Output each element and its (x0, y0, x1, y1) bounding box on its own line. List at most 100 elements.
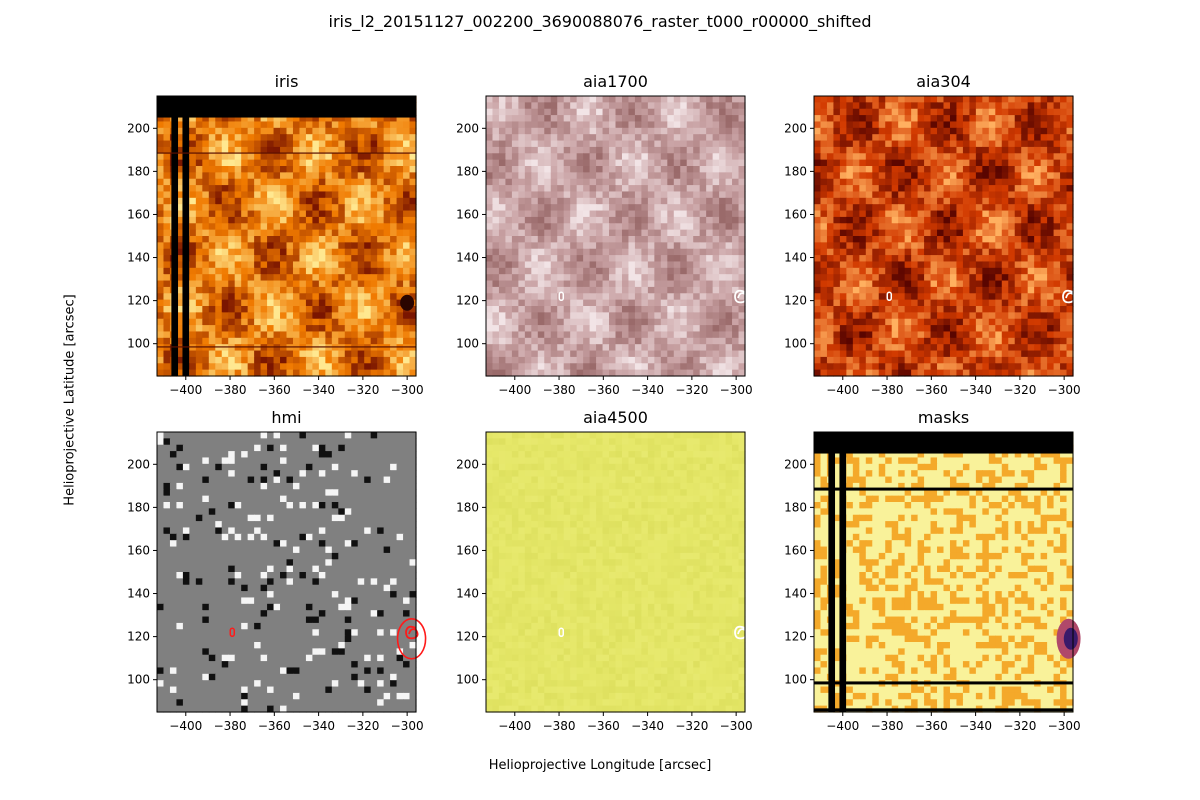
masked-row (157, 346, 416, 348)
x-tick-label: −400 (169, 719, 202, 733)
y-tick-label: 140 (456, 587, 479, 601)
y-tick-label: 140 (127, 251, 150, 265)
x-tick-label: −320 (675, 383, 708, 397)
x-tick-label: −320 (675, 719, 708, 733)
x-tick-label: −300 (1048, 383, 1081, 397)
y-tick-label: 200 (784, 457, 807, 471)
x-tick-label: −340 (959, 383, 992, 397)
x-tick-label: −400 (498, 383, 531, 397)
x-tick-label: −340 (302, 719, 335, 733)
y-tick-label: 160 (127, 543, 150, 557)
panel-masks: −400 −380 −360 −340 −320 −300 100 120 140 160 180 2… (784, 431, 1081, 733)
x-tick-label: −340 (302, 383, 335, 397)
panel-title-hmi: hmi (271, 408, 302, 427)
y-tick-label: 180 (127, 164, 150, 178)
x-tick-label: −300 (720, 719, 753, 733)
x-tick-label: −320 (1003, 383, 1036, 397)
x-tick-label: −300 (1048, 719, 1081, 733)
sunspot (400, 294, 415, 311)
masked-row (814, 681, 1073, 685)
y-tick-label: 100 (127, 673, 150, 687)
masked-column (182, 96, 190, 376)
x-tick-label: −360 (258, 383, 291, 397)
y-tick-label: 120 (127, 630, 150, 644)
heatmap-image (157, 432, 417, 713)
y-tick-label: 180 (784, 500, 807, 514)
y-tick-label: 160 (127, 207, 150, 221)
masked-row (814, 708, 1073, 712)
x-tick-label: −340 (631, 383, 664, 397)
axes-frame (485, 431, 746, 713)
y-tick-label: 160 (456, 207, 479, 221)
x-tick-label: −300 (391, 383, 424, 397)
axes-frame (485, 95, 746, 377)
heatmap-image (814, 432, 1074, 713)
sunspot-contour (734, 289, 748, 304)
sunspot-contour (1062, 289, 1076, 304)
x-tick-label: −400 (826, 719, 859, 733)
contour-marker (558, 291, 565, 302)
masked-column (171, 96, 179, 376)
figure-title: iris_l2_20151127_002200_3690088076_raste… (328, 12, 872, 31)
panel-title-aia4500: aia4500 (583, 408, 648, 427)
y-tick-label: 200 (127, 457, 150, 471)
sunspot-mask-core (1063, 627, 1078, 650)
y-tick-label: 120 (784, 630, 807, 644)
y-tick-label: 180 (456, 164, 479, 178)
y-tick-label: 200 (127, 121, 150, 135)
contour-marker (886, 291, 893, 302)
contour-marker (229, 627, 236, 638)
y-tick-label: 120 (456, 630, 479, 644)
y-tick-label: 160 (784, 207, 807, 221)
y-tick-label: 160 (456, 543, 479, 557)
heatmap-image (814, 96, 1074, 377)
y-tick-label: 100 (784, 673, 807, 687)
y-tick-label: 100 (456, 673, 479, 687)
axes-frame (156, 431, 417, 713)
panel-title-aia304: aia304 (916, 72, 971, 91)
y-tick-label: 200 (456, 121, 479, 135)
panel-hmi: −400 −380 −360 −340 −320 −300 100 120 140 160 180 2… (127, 431, 427, 733)
x-tick-label: −400 (169, 383, 202, 397)
panel-aia4500: −400 −380 −360 −340 −320 −300 100 120 140 160 180 2… (456, 431, 753, 733)
x-axis-label: Helioprojective Longitude [arcsec] (488, 758, 712, 773)
y-tick-label: 200 (456, 457, 479, 471)
x-tick-label: −360 (587, 719, 620, 733)
panel-aia1700: −400 −380 −360 −340 −320 −300 100 120 140 160 180 2… (456, 95, 753, 397)
masked-top-strip (814, 432, 1073, 454)
x-tick-label: −380 (543, 383, 576, 397)
contour-marker (558, 627, 565, 638)
y-tick-label: 100 (127, 337, 150, 351)
masked-column (839, 432, 847, 712)
panel-aia304: −400 −380 −360 −340 −320 −300 100 120 140 160 180 2… (784, 95, 1081, 397)
y-tick-label: 180 (127, 500, 150, 514)
panel-title-aia1700: aia1700 (583, 72, 648, 91)
sunspot-contour (405, 625, 419, 640)
sunspot-contour-outer (396, 617, 427, 660)
x-tick-label: −360 (915, 719, 948, 733)
y-tick-label: 100 (784, 337, 807, 351)
x-tick-label: −320 (346, 383, 379, 397)
y-tick-label: 180 (456, 500, 479, 514)
x-tick-label: −300 (720, 383, 753, 397)
x-tick-label: −380 (214, 383, 247, 397)
y-tick-label: 100 (456, 337, 479, 351)
x-tick-label: −360 (587, 383, 620, 397)
x-tick-label: −360 (915, 383, 948, 397)
masked-row (814, 487, 1073, 491)
x-tick-label: −300 (391, 719, 424, 733)
axes-frame (813, 95, 1074, 377)
x-tick-label: −380 (543, 719, 576, 733)
heatmap-image (157, 96, 417, 377)
axes-frame (813, 431, 1074, 713)
heatmap-image (486, 432, 746, 713)
sunspot-contour (734, 625, 748, 640)
x-tick-label: −380 (871, 383, 904, 397)
y-tick-label: 120 (456, 294, 479, 308)
x-tick-label: −400 (498, 719, 531, 733)
y-tick-label: 140 (784, 251, 807, 265)
y-tick-label: 140 (127, 587, 150, 601)
x-tick-label: −340 (631, 719, 664, 733)
x-tick-label: −340 (959, 719, 992, 733)
